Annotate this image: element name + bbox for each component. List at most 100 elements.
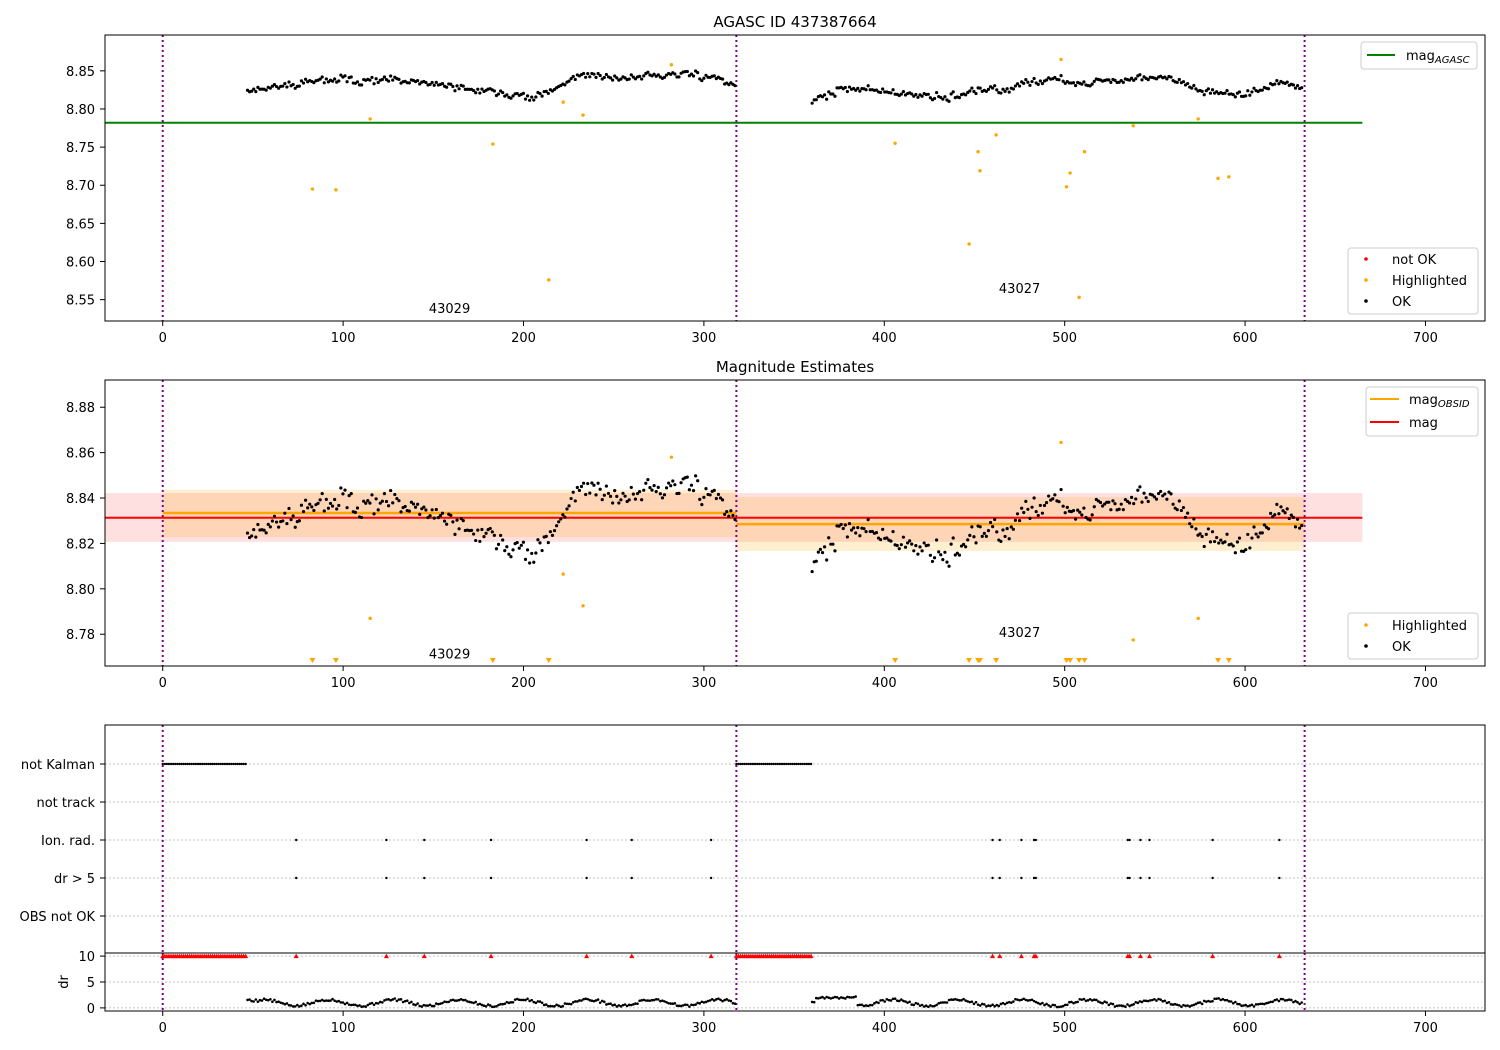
dr-point xyxy=(1223,998,1227,1002)
obsid-label: 43027 xyxy=(999,626,1040,641)
ok-point xyxy=(1275,78,1279,83)
dr-point xyxy=(860,1003,864,1007)
dr-axis-label: dr xyxy=(57,975,72,989)
dr-point xyxy=(399,998,403,1001)
ok-point xyxy=(1090,513,1094,517)
ok-point xyxy=(916,552,920,556)
dr-point xyxy=(1300,1001,1304,1004)
ok-point xyxy=(932,96,937,101)
dr-point xyxy=(702,1001,706,1004)
dr-point xyxy=(999,1002,1003,1006)
y-tick-label: 8.55 xyxy=(66,294,95,309)
not-kalman-point xyxy=(163,762,166,766)
dr-point xyxy=(482,1004,486,1008)
dr-point xyxy=(1277,999,1281,1003)
ok-point xyxy=(1109,508,1113,512)
ok-point xyxy=(662,75,667,79)
dr-point xyxy=(721,999,724,1003)
ok-point xyxy=(881,87,885,91)
ok-point xyxy=(733,84,737,88)
ok-point xyxy=(702,76,706,80)
dr-point xyxy=(1198,1001,1202,1004)
dr-point xyxy=(976,1003,980,1006)
dr-point xyxy=(258,998,262,1002)
dr-point xyxy=(551,1004,554,1008)
ok-point xyxy=(254,535,258,539)
ion-rad-point xyxy=(1034,838,1038,842)
ok-point xyxy=(362,499,366,503)
dr-point xyxy=(293,1005,297,1008)
y-tick-label: 8.78 xyxy=(66,628,95,643)
dr-point xyxy=(592,999,596,1003)
ok-point xyxy=(642,488,646,492)
ok-point xyxy=(561,513,565,517)
not-kalman-point xyxy=(223,762,227,766)
ok-point xyxy=(1080,513,1084,517)
dr-point xyxy=(1005,1001,1009,1005)
ok-point xyxy=(974,91,978,96)
ion-rad-point xyxy=(630,838,633,842)
ok-point xyxy=(700,502,704,507)
ok-point xyxy=(1005,526,1009,531)
dr-point xyxy=(1279,997,1283,1001)
ok-point xyxy=(360,515,364,520)
dr-point xyxy=(656,998,660,1001)
ok-point xyxy=(818,547,823,551)
dr-point xyxy=(985,1004,988,1008)
ok-point xyxy=(548,530,552,534)
dr-point xyxy=(937,1002,940,1005)
dr-point xyxy=(501,1002,504,1006)
dr-point xyxy=(1153,997,1156,1001)
dr-point xyxy=(1144,999,1148,1003)
ok-point xyxy=(635,491,640,496)
x-tick-label: 100 xyxy=(331,331,356,346)
ok-point xyxy=(999,91,1003,95)
dr-point xyxy=(295,1003,299,1007)
legend-box xyxy=(1360,41,1478,70)
ok-point xyxy=(1208,91,1213,95)
ok-point xyxy=(571,74,575,79)
dr-point xyxy=(318,999,322,1003)
not-kalman-point xyxy=(801,762,804,766)
dr-point xyxy=(306,1001,309,1005)
dr-point xyxy=(638,999,641,1003)
ok-point xyxy=(1142,491,1146,495)
dr-point xyxy=(1246,1004,1250,1008)
x-tick-label: 600 xyxy=(1233,676,1258,691)
ok-point xyxy=(845,89,850,94)
dr-point xyxy=(441,1001,444,1005)
ok-point xyxy=(301,510,306,514)
ok-point xyxy=(1127,78,1132,82)
dr-point xyxy=(1070,1000,1073,1004)
ok-point xyxy=(1034,509,1038,514)
ok-point xyxy=(1024,499,1028,503)
dr-point xyxy=(634,1002,637,1005)
ok-point xyxy=(1082,80,1086,84)
ok-point xyxy=(644,481,648,485)
ok-point xyxy=(586,72,590,76)
not-kalman-point xyxy=(169,762,173,766)
dr-point xyxy=(1086,999,1090,1002)
y-tick-label: 8.65 xyxy=(66,217,95,232)
not-kalman-point xyxy=(209,762,212,766)
ion-rad-point xyxy=(1128,838,1131,842)
dr-point xyxy=(1003,1002,1007,1006)
ok-point xyxy=(316,501,320,505)
not-kalman-point xyxy=(787,762,790,766)
ok-point xyxy=(445,522,449,526)
dr-point xyxy=(1018,998,1021,1002)
x-tick-label: 700 xyxy=(1413,1021,1438,1036)
ok-point xyxy=(1177,499,1181,503)
y-tick-label: 8.60 xyxy=(66,256,95,271)
ion-rad-point xyxy=(1278,838,1281,842)
ok-point xyxy=(1295,84,1300,88)
dr-clipped-marker xyxy=(1146,953,1152,959)
dr-point xyxy=(325,999,328,1002)
ok-point xyxy=(297,519,301,523)
highlighted-point xyxy=(547,278,551,282)
dr-point xyxy=(524,998,527,1002)
ok-point xyxy=(370,493,374,497)
ok-point xyxy=(912,549,916,553)
ok-point xyxy=(1053,75,1057,80)
dr-point xyxy=(1285,998,1289,1002)
